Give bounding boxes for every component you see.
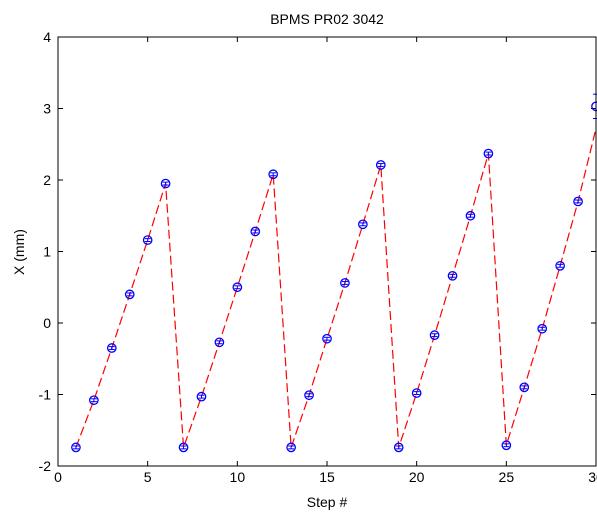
marker-circle bbox=[160, 178, 171, 189]
x-tick-label: 0 bbox=[54, 469, 62, 485]
marker-circle bbox=[250, 226, 261, 237]
x-tick-label: 15 bbox=[319, 469, 335, 485]
marker-circle bbox=[340, 278, 350, 288]
x-tick-label: 30 bbox=[588, 469, 597, 485]
data-point bbox=[71, 442, 81, 453]
data-point bbox=[483, 148, 494, 159]
data-point bbox=[142, 235, 153, 245]
y-tick-label: -1 bbox=[39, 387, 52, 403]
data-point bbox=[393, 442, 404, 453]
data-point bbox=[340, 278, 350, 288]
data-point bbox=[537, 323, 548, 334]
data-point bbox=[429, 330, 440, 341]
marker-circle bbox=[178, 442, 189, 453]
y-tick-label: 3 bbox=[43, 101, 51, 117]
data-point bbox=[573, 196, 583, 207]
data-point bbox=[411, 388, 422, 398]
x-axis-label: Step # bbox=[307, 494, 348, 510]
marker-circle bbox=[573, 196, 583, 207]
data-point bbox=[304, 390, 314, 401]
data-point bbox=[447, 270, 458, 281]
data-point bbox=[465, 210, 476, 221]
x-tick-label: 5 bbox=[144, 469, 152, 485]
chart-title: BPMS PR02 3042 bbox=[270, 11, 384, 27]
marker-circle bbox=[483, 148, 494, 159]
marker-layer bbox=[71, 93, 597, 453]
marker-circle bbox=[537, 323, 548, 334]
marker-circle bbox=[124, 289, 135, 300]
data-point bbox=[232, 282, 243, 293]
marker-circle bbox=[447, 270, 458, 281]
data-point bbox=[358, 219, 368, 230]
y-tick-label: -2 bbox=[39, 458, 52, 474]
marker-circle bbox=[286, 442, 296, 453]
marker-circle bbox=[196, 391, 207, 402]
marker-circle bbox=[232, 282, 243, 293]
data-point bbox=[106, 343, 117, 353]
x-tick-label: 20 bbox=[409, 469, 425, 485]
marker-circle bbox=[142, 235, 153, 245]
marker-circle bbox=[89, 395, 99, 406]
marker-circle bbox=[393, 442, 404, 453]
data-point bbox=[250, 226, 261, 237]
marker-circle bbox=[322, 333, 332, 344]
data-point bbox=[89, 395, 99, 406]
marker-circle bbox=[375, 160, 386, 170]
marker-circle bbox=[358, 219, 368, 230]
data-point bbox=[501, 440, 512, 451]
data-point bbox=[196, 391, 207, 402]
marker-circle bbox=[106, 343, 117, 353]
plot-frame bbox=[57, 36, 597, 467]
marker-circle bbox=[268, 169, 279, 180]
data-point bbox=[286, 442, 296, 453]
y-tick-label: 4 bbox=[43, 29, 51, 45]
marker-circle bbox=[429, 330, 440, 341]
line-layer bbox=[75, 128, 597, 448]
marker-circle bbox=[71, 442, 81, 453]
fit-line bbox=[75, 128, 597, 448]
plot-background bbox=[58, 37, 596, 466]
marker-circle bbox=[501, 440, 512, 451]
marker-circle bbox=[555, 260, 565, 271]
data-point bbox=[268, 169, 279, 180]
x-tick-label: 10 bbox=[230, 469, 246, 485]
data-point bbox=[124, 289, 135, 300]
marker-circle bbox=[519, 382, 530, 393]
data-point bbox=[160, 178, 171, 189]
marker-circle bbox=[411, 388, 422, 398]
data-point bbox=[178, 442, 189, 453]
x-tick-label: 25 bbox=[499, 469, 515, 485]
data-point bbox=[375, 160, 386, 170]
y-tick-label: 2 bbox=[43, 172, 51, 188]
marker-circle bbox=[465, 210, 476, 221]
y-tick-label: 1 bbox=[43, 244, 51, 260]
data-point bbox=[322, 333, 332, 344]
y-axis-label: X (mm) bbox=[11, 229, 27, 275]
data-point bbox=[519, 382, 530, 393]
data-point bbox=[214, 337, 225, 348]
marker-circle bbox=[304, 390, 314, 401]
y-tick-label: 0 bbox=[43, 315, 51, 331]
data-point bbox=[555, 260, 565, 271]
marker-circle bbox=[214, 337, 225, 348]
